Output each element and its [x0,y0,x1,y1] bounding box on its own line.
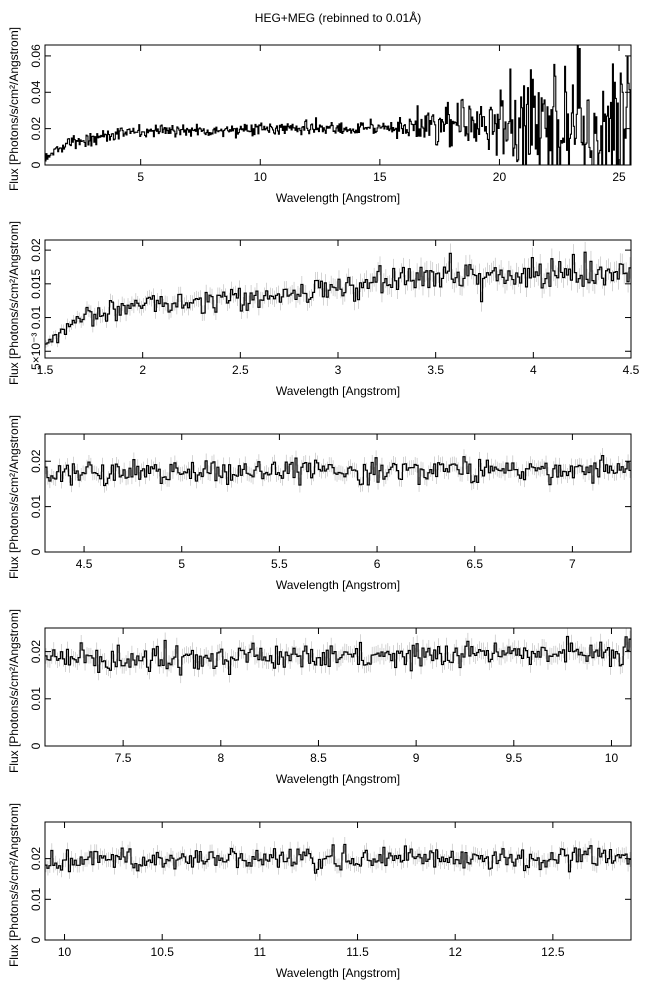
x-tick-label: 3.5 [427,363,444,377]
x-tick-label: 1.5 [37,363,54,377]
plot-frame [44,821,632,941]
x-tick-label: 9.5 [505,751,522,765]
flux-line [45,45,631,165]
y-axis-title: Flux [Photons/s/cm²/Angstrom] [7,609,21,773]
x-tick-label: 20 [493,170,507,184]
y-tick-label: 0 [29,742,43,749]
spectrum-trace [45,628,631,684]
y-tick-label: 0.02 [29,847,43,871]
spectrum-trace [45,448,631,493]
y-tick-label: 0.01 [29,887,43,911]
x-tick-label: 5 [178,557,185,571]
plot-frame [44,433,632,553]
x-tick-label: 25 [612,170,626,184]
y-axis-title: Flux [Photons/s/cm²/Angstrom] [7,27,21,191]
x-tick-label: 15 [373,170,387,184]
spectrum-trace [45,837,631,881]
y-tick-label: 0.02 [29,640,43,664]
x-tick-label: 9 [413,751,420,765]
x-tick-label: 10 [58,945,72,959]
error-bars [45,628,631,684]
x-axis-title: Wavelength [Angstrom] [276,966,400,980]
x-axis-title: Wavelength [Angstrom] [276,384,400,398]
error-bars [45,448,631,493]
x-tick-label: 7.5 [115,751,132,765]
panel-5: 10 10.5 11 11.5 12 12.5 0 0.01 0.02 Wavelength [A… [7,803,632,980]
plot-frame [44,239,632,359]
x-tick-label: 8 [217,751,224,765]
x-tick-label: 2 [139,363,146,377]
plot-frame [44,44,632,166]
x-axis-title: Wavelength [Angstrom] [276,578,400,592]
y-tick-label: 0.02 [29,238,43,262]
flux-line [45,251,631,345]
y-tick-label: 0.01 [29,306,43,330]
figure-title: HEG+MEG (rebinned to 0.01Å) [255,10,421,25]
panel-2: 1.5 2 2.5 3 3.5 4 4.5 5×10⁻³ 0.01 0.015 0.02 Wavele… [7,221,640,398]
error-bars [45,837,631,881]
y-tick-label: 0.06 [29,44,43,68]
y-tick-label: 0 [29,936,43,943]
panel-1: 5 10 15 20 25 0 0.02 0.04 0.06 Wavelength [Angstr… [7,27,632,205]
y-tick-label: 0.015 [29,268,43,298]
y-tick-label: 0.02 [29,117,43,141]
x-tick-label: 10 [605,751,619,765]
y-tick-label: 0.01 [29,687,43,711]
x-tick-label: 4.5 [623,363,640,377]
y-tick-label: 0.02 [29,449,43,473]
y-tick-label: 0.01 [29,495,43,519]
x-tick-label: 11 [254,945,267,959]
x-tick-label: 10 [254,170,268,184]
y-tick-label: 0 [29,548,43,555]
x-tick-label: 2.5 [232,363,249,377]
x-tick-label: 3 [335,363,342,377]
y-tick-label: 0.04 [29,80,43,104]
y-axis-title: Flux [Photons/s/cm²/Angstrom] [7,221,21,385]
x-axis-title: Wavelength [Angstrom] [276,191,400,205]
flux-line [45,635,631,676]
plot-frame [44,627,632,747]
error-bars [45,241,631,348]
x-tick-label: 4 [530,363,537,377]
x-tick-label: 7 [569,557,576,571]
y-tick-label: 5×10⁻³ [29,333,43,370]
panel-3: 4.5 5 5.5 6 6.5 7 0 0.01 0.02 Wavelength [Angstro… [7,415,632,592]
spectrum-trace [45,45,631,165]
y-axis-title: Flux [Photons/s/cm²/Angstrom] [7,803,21,967]
x-tick-label: 6 [374,557,381,571]
y-tick-label: 0 [29,161,43,168]
y-axis-title: Flux [Photons/s/cm²/Angstrom] [7,415,21,579]
panel-4: 7.5 8 8.5 9 9.5 10 0 0.01 0.02 Wavelength [Angstr… [7,609,632,786]
x-tick-label: 6.5 [466,557,483,571]
flux-line [45,454,631,487]
x-tick-label: 12 [449,945,463,959]
x-tick-label: 12.5 [541,945,565,959]
x-tick-label: 5.5 [271,557,288,571]
flux-line [45,843,631,874]
spectrum-trace [45,241,631,348]
x-tick-label: 11.5 [346,945,369,959]
x-tick-label: 8.5 [310,751,327,765]
x-axis-title: Wavelength [Angstrom] [276,772,400,786]
x-tick-label: 4.5 [76,557,93,571]
x-tick-label: 10.5 [151,945,175,959]
x-tick-label: 5 [137,170,144,184]
